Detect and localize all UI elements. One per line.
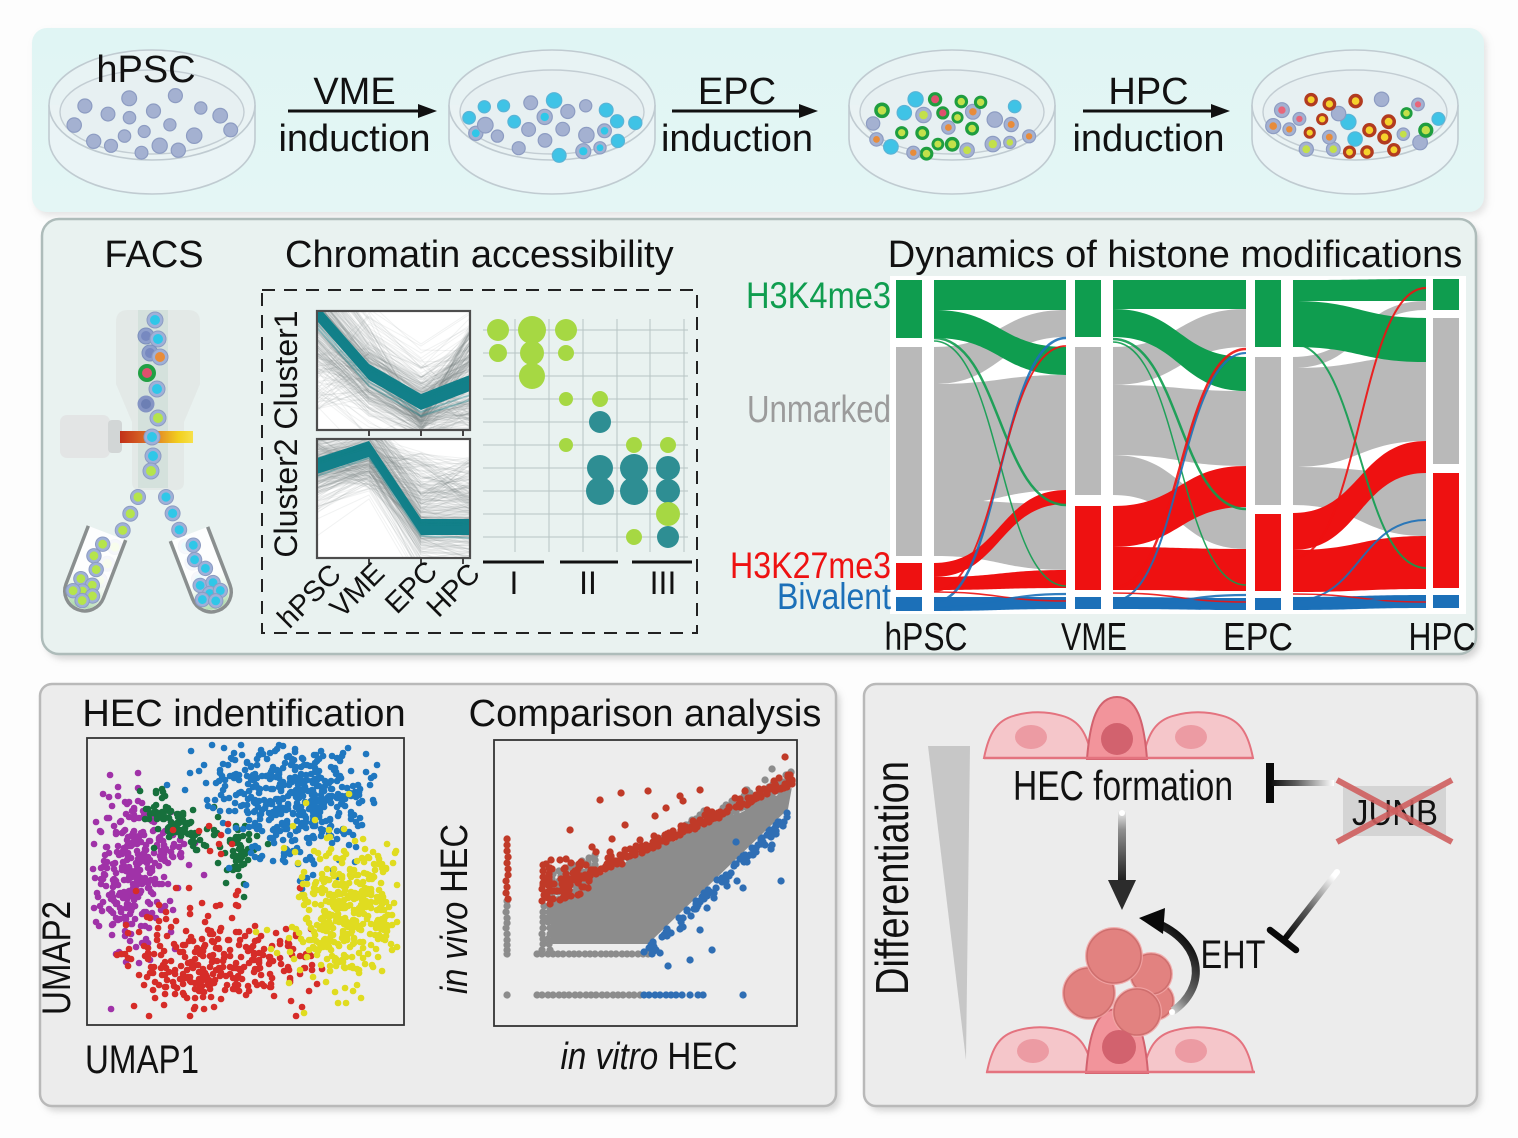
svg-text:Unmarked: Unmarked <box>747 389 891 431</box>
svg-text:EPC: EPC <box>1223 616 1293 659</box>
svg-text:VME: VME <box>1061 616 1127 659</box>
svg-text:EPC: EPC <box>698 71 776 113</box>
svg-text:UMAP2: UMAP2 <box>35 901 79 1015</box>
svg-text:I: I <box>510 565 519 601</box>
svg-text:III: III <box>650 565 677 601</box>
svg-text:EHT: EHT <box>1201 933 1266 977</box>
svg-text:Bivalent: Bivalent <box>777 576 892 617</box>
svg-text:HEC formation: HEC formation <box>1013 762 1233 809</box>
svg-text:in vivo HEC: in vivo HEC <box>434 824 476 994</box>
svg-text:Differentiation: Differentiation <box>866 761 918 995</box>
svg-text:Cluster2: Cluster2 <box>268 438 304 557</box>
svg-text:Chromatin accessibility: Chromatin accessibility <box>285 234 674 276</box>
svg-text:Comparison analysis: Comparison analysis <box>469 693 822 735</box>
svg-text:II: II <box>579 565 597 601</box>
svg-text:in vitro HEC: in vitro HEC <box>561 1036 738 1078</box>
svg-text:Cluster1: Cluster1 <box>268 310 304 429</box>
svg-text:Dynamics of histone modificati: Dynamics of histone modifications <box>888 234 1462 276</box>
svg-text:UMAP1: UMAP1 <box>85 1038 199 1082</box>
svg-text:induction: induction <box>661 118 813 160</box>
svg-text:H3K27me3: H3K27me3 <box>730 545 891 586</box>
svg-text:H3K4me3: H3K4me3 <box>746 275 891 316</box>
svg-text:induction: induction <box>278 118 430 160</box>
svg-text:hPSC: hPSC <box>885 616 968 659</box>
svg-text:HEC indentification: HEC indentification <box>82 693 405 735</box>
svg-text:VME: VME <box>313 71 395 113</box>
svg-text:HPC: HPC <box>1409 616 1476 659</box>
svg-text:HPC: HPC <box>1108 71 1188 113</box>
svg-text:hPSC: hPSC <box>96 49 195 91</box>
svg-text:FACS: FACS <box>104 234 203 276</box>
svg-text:induction: induction <box>1072 118 1224 160</box>
